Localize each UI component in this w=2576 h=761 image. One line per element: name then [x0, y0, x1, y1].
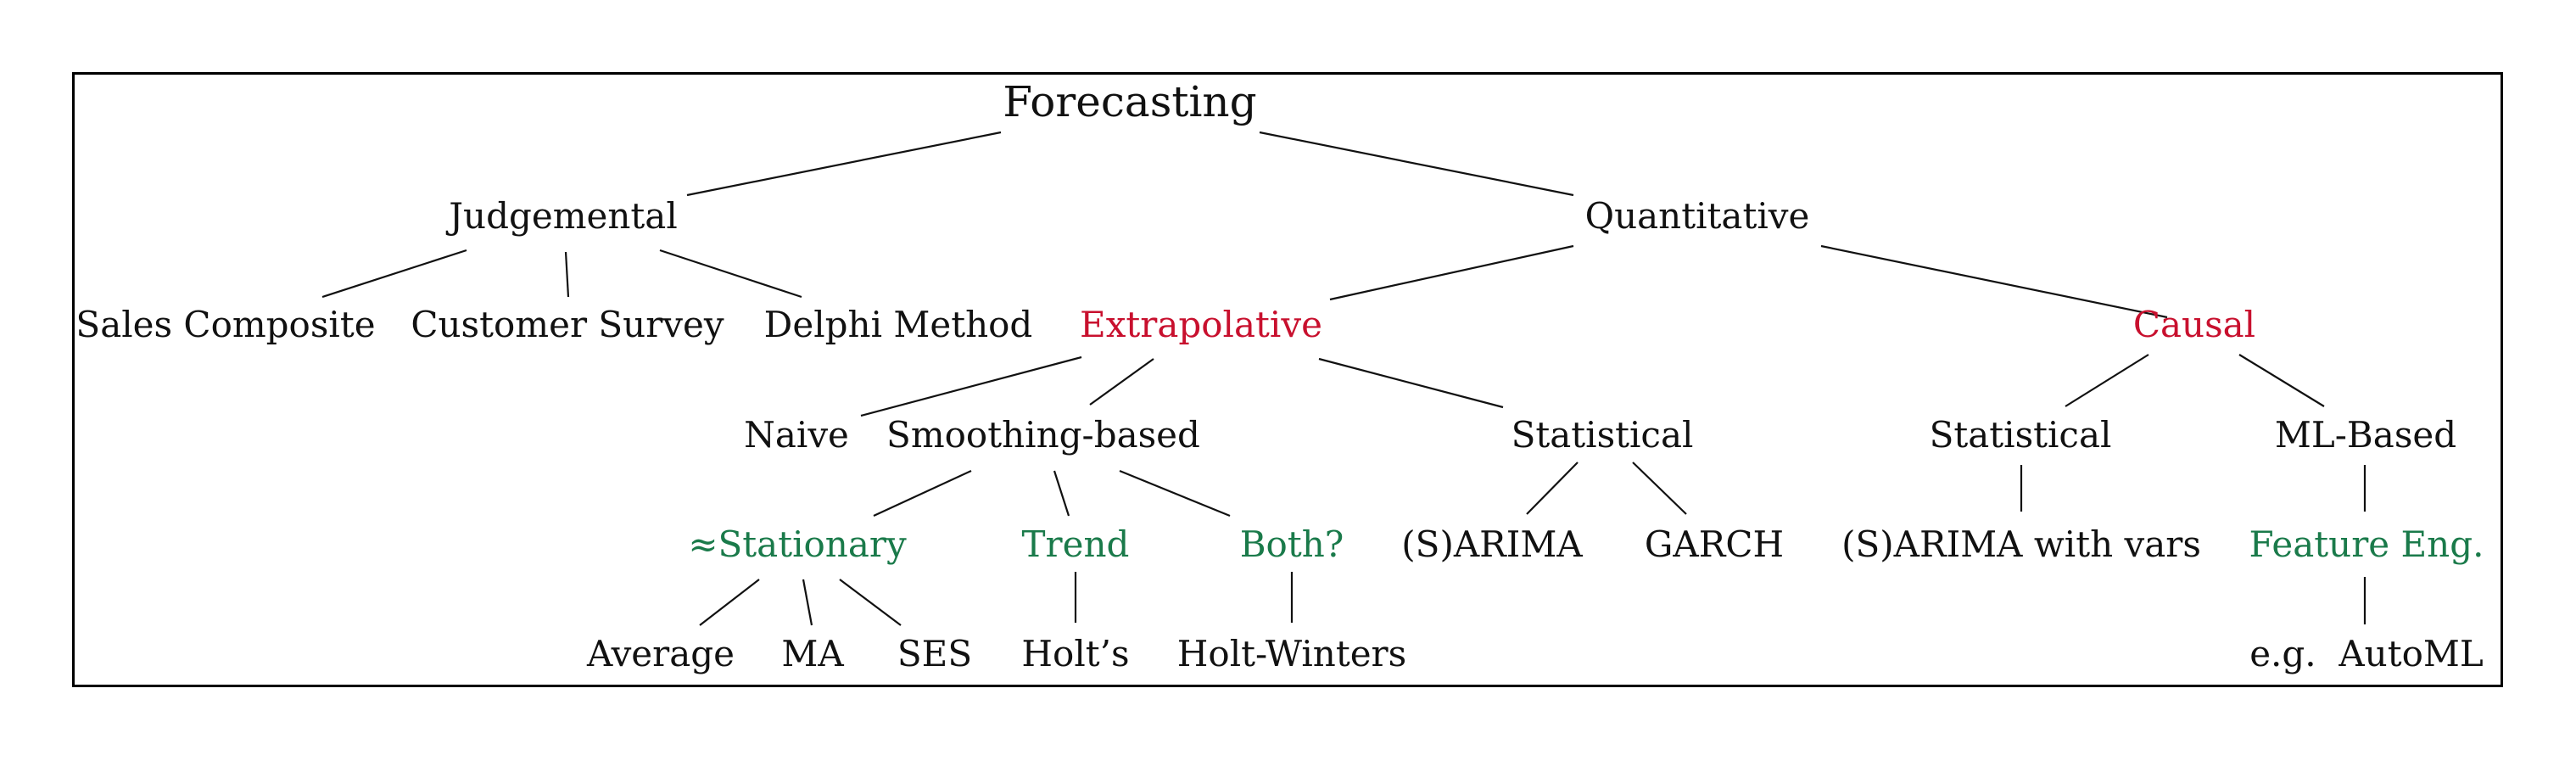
edge-extrapolative-smoothing [1089, 358, 1154, 406]
edge-causal-statistical [2065, 354, 2149, 407]
node-delphi-method: Delphi Method [764, 304, 1033, 345]
node-extrapolative: Extrapolative [1080, 304, 1322, 345]
edge-extrapolative-naive [860, 355, 1082, 417]
node-ses: SES [897, 633, 972, 674]
edge-quantitative-extrapolative [1329, 244, 1574, 301]
edge-causal-mlbased [2238, 354, 2325, 407]
node-holt-winters: Holt-Winters [1177, 633, 1406, 674]
tree-edges [321, 131, 2366, 626]
node-stationary: ≈Stationary [688, 523, 907, 565]
edge-statistical-garch [1632, 462, 1687, 515]
node-feature-eng: Feature Eng. [2249, 523, 2484, 565]
edge-judgemental-delphi [659, 249, 802, 299]
node-automl: e.g. AutoML [2249, 633, 2484, 674]
node-sarima-with-vars: (S)ARIMA with vars [1841, 523, 2201, 565]
node-ml-based: ML-Based [2275, 414, 2456, 456]
node-both: Both? [1240, 523, 1344, 565]
node-garch: GARCH [1645, 523, 1784, 565]
edge-forecasting-quantitative [1259, 131, 1574, 197]
edge-forecasting-judgemental [686, 131, 1002, 197]
edge-extrapolative-statistical [1318, 357, 1504, 409]
edge-stationary-ma [802, 579, 813, 626]
node-sarima: (S)ARIMA [1401, 523, 1583, 565]
node-forecasting: Forecasting [1003, 77, 1256, 126]
edge-judgemental-survey [564, 251, 570, 298]
edge-quantitative-causal [1820, 244, 2168, 319]
node-judgemental: Judgemental [445, 195, 678, 237]
edge-stationary-ses [839, 579, 902, 626]
node-causal: Causal [2133, 304, 2255, 345]
edge-stationary-average [699, 579, 760, 626]
diagram-frame [72, 72, 2503, 687]
edge-smoothing-stationary [873, 470, 972, 517]
edge-smoothing-both [1119, 469, 1231, 518]
edge-smoothing-trend [1053, 470, 1070, 517]
node-customer-survey: Customer Survey [411, 304, 724, 345]
tree-labels: Forecasting Judgemental Quantitative Sal… [75, 77, 2484, 674]
node-holts: Holt’s [1021, 633, 1129, 674]
node-statistical-causal: Statistical [1930, 414, 2112, 456]
node-sales-composite: Sales Composite [75, 304, 375, 345]
node-average: Average [586, 633, 735, 674]
edge-statistical-sarima [1526, 462, 1579, 515]
node-naive: Naive [744, 414, 849, 456]
node-smoothing-based: Smoothing-based [886, 414, 1200, 456]
node-quantitative: Quantitative [1585, 195, 1810, 237]
edge-judgemental-sales [321, 249, 467, 299]
node-ma: MA [781, 633, 844, 674]
node-trend: Trend [1022, 523, 1130, 565]
node-statistical-extrapolative: Statistical [1512, 414, 1694, 456]
